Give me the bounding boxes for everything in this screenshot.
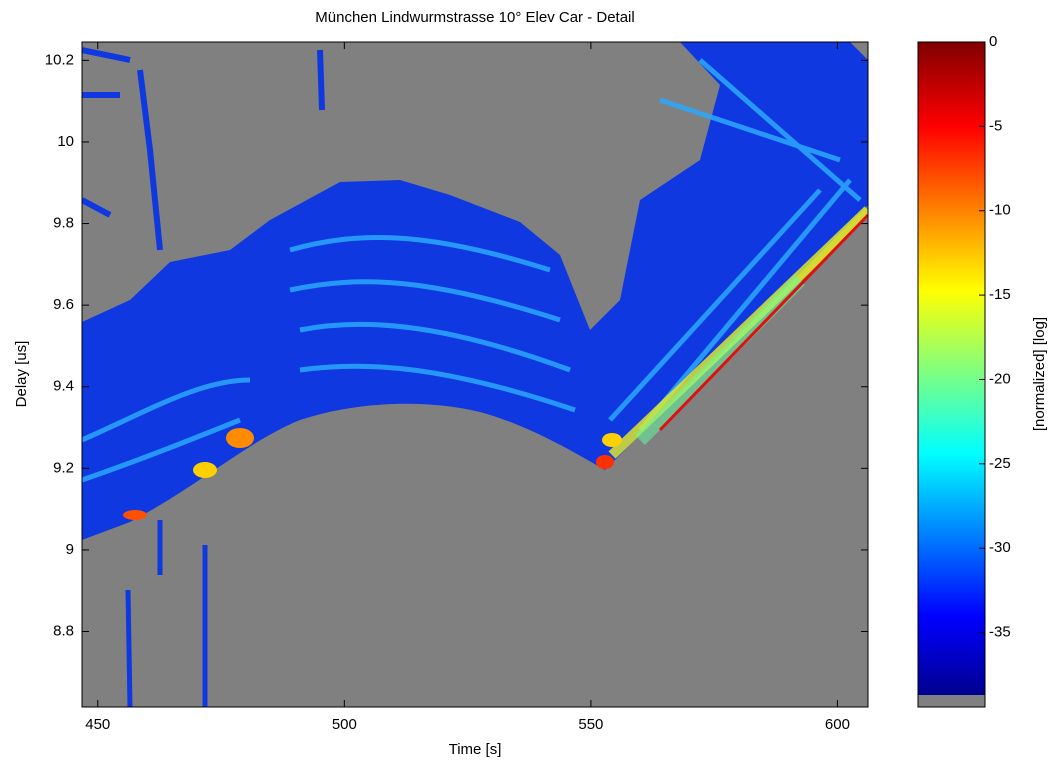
x-tick-label: 550 bbox=[578, 716, 603, 733]
y-tick-label: 8.8 bbox=[53, 622, 74, 639]
y-axis-label: Delay [us] bbox=[13, 341, 30, 408]
heatmap-speckle bbox=[125, 520, 208, 707]
colorbar-tick-label: -10 bbox=[989, 202, 1011, 219]
heatmap bbox=[82, 42, 868, 707]
y-tick-label: 10 bbox=[57, 133, 74, 150]
colorbar-tick-label: -15 bbox=[989, 286, 1011, 303]
colorbar bbox=[918, 42, 985, 695]
heatmap-speckle bbox=[82, 47, 325, 251]
plot-frame bbox=[81, 41, 869, 708]
x-tick-label: 450 bbox=[85, 716, 110, 733]
y-tick-label: 10.2 bbox=[45, 51, 74, 68]
heatmap-ridge bbox=[635, 275, 805, 445]
chart-title: München Lindwurmstrasse 10° Elev Car - D… bbox=[315, 9, 634, 26]
colorbar-label: [normalized] [log] bbox=[1031, 317, 1048, 431]
heatmap-ridge bbox=[658, 213, 868, 432]
colorbar-tick-label: 0 bbox=[989, 33, 997, 50]
y-tick-label: 9.8 bbox=[53, 215, 74, 232]
x-tick-label: 600 bbox=[825, 716, 850, 733]
colorbar-tick-label: -25 bbox=[989, 455, 1011, 472]
x-tick-label: 500 bbox=[332, 716, 357, 733]
colorbar-frame bbox=[917, 41, 986, 708]
colorbar-tick-label: -5 bbox=[989, 117, 1002, 134]
x-axis-label: Time [s] bbox=[449, 741, 502, 758]
heatmap-hotspots bbox=[123, 428, 622, 520]
colorbar-floor bbox=[918, 695, 985, 707]
y-tick-label: 9 bbox=[66, 541, 74, 558]
colorbar-tick-label: -35 bbox=[989, 624, 1011, 641]
y-tick-label: 9.2 bbox=[53, 459, 74, 476]
heatmap-region bbox=[82, 42, 868, 540]
colorbar-tick-label: -20 bbox=[989, 370, 1011, 387]
y-tick-label: 9.4 bbox=[53, 378, 74, 395]
colorbar-tick-label: -30 bbox=[989, 539, 1011, 556]
heatmap-stripes bbox=[82, 58, 862, 483]
y-tick-label: 9.6 bbox=[53, 296, 74, 313]
